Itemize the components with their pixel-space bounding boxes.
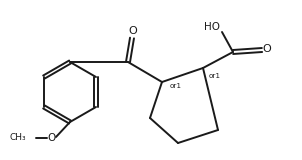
Text: or1: or1 xyxy=(209,73,221,79)
Text: HO: HO xyxy=(204,22,220,32)
Text: CH₃: CH₃ xyxy=(9,133,26,143)
Text: or1: or1 xyxy=(170,83,182,89)
Text: O: O xyxy=(129,26,137,36)
Text: O: O xyxy=(263,44,271,54)
Text: O: O xyxy=(47,133,55,143)
